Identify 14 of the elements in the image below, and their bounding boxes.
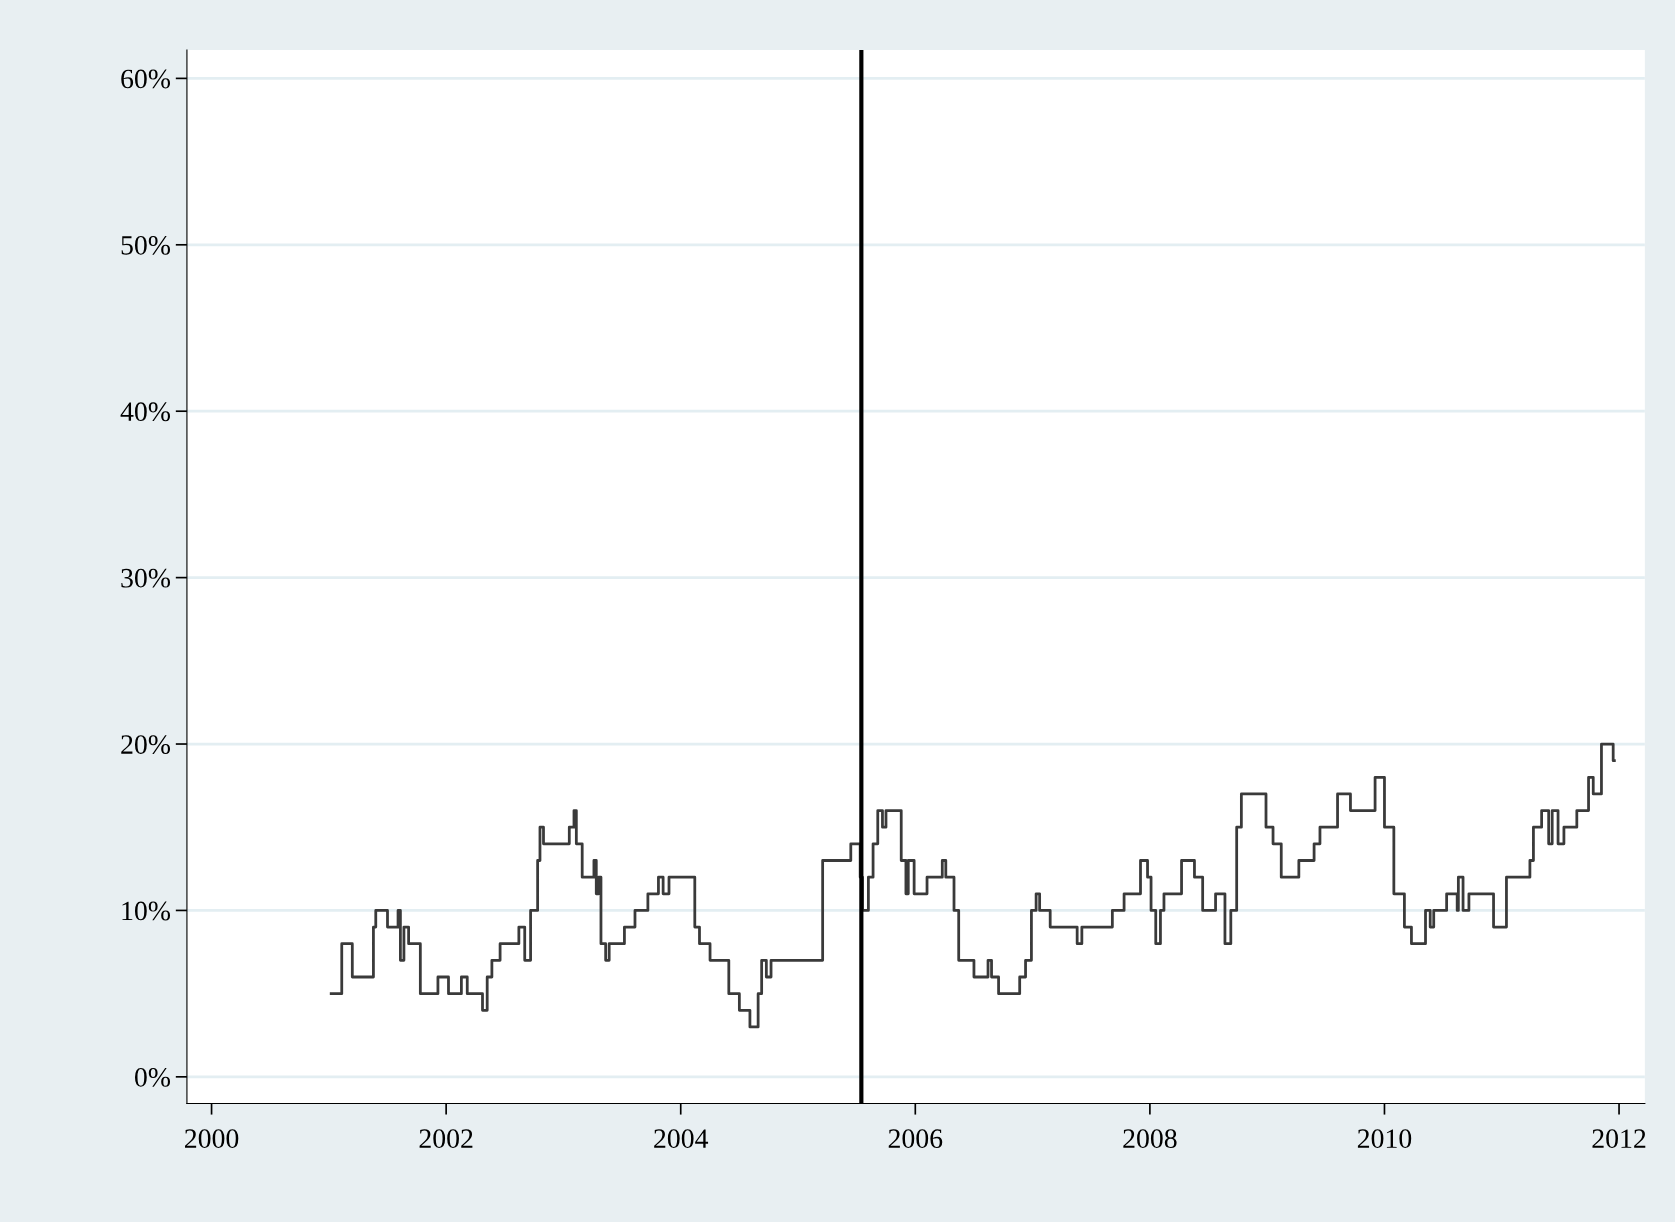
x-tick-label: 2008 [1123,1129,1177,1149]
y-tick-label: 20% [121,735,171,755]
y-tick-label: 40% [120,402,171,422]
x-tick-label: 2002 [419,1129,473,1149]
y-tick-label: 10% [122,901,171,921]
x-tick-label: 2004 [654,1129,709,1149]
y-tick-label: 60% [121,69,171,89]
y-tick-label: 30% [121,568,171,588]
x-tick-label: 2006 [888,1129,943,1149]
x-tick-label: 2010 [1357,1129,1412,1149]
x-tick-label: 2000 [185,1129,239,1149]
y-tick-label: 0% [134,1068,171,1087]
x-tick-label: 2012 [1592,1129,1646,1149]
y-tick-label: 50% [121,235,171,255]
